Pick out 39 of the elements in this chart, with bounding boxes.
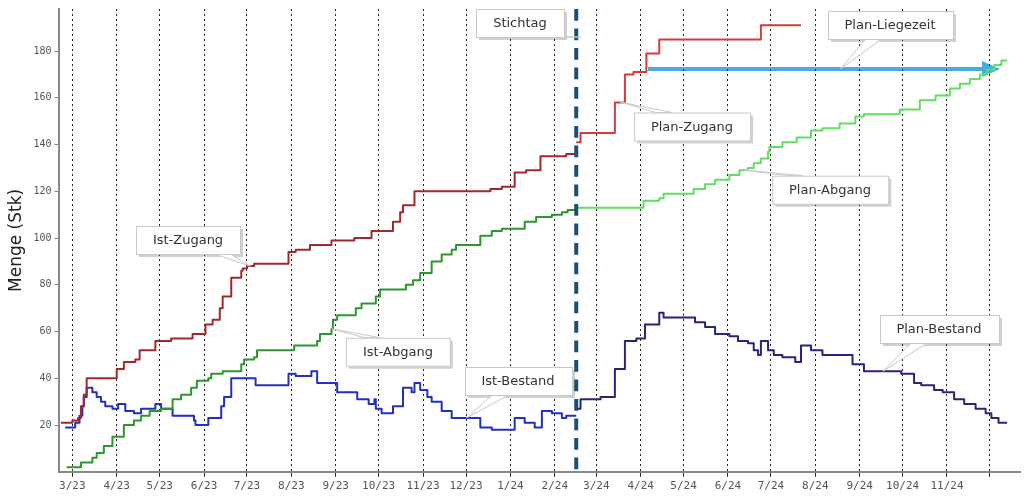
x-tick-label: 5/24 bbox=[670, 479, 698, 493]
text: Plan-Bestand bbox=[879, 315, 999, 343]
y-tick-label: 140 bbox=[33, 138, 52, 150]
x-tick-label: 9/23 bbox=[322, 479, 349, 493]
x-tick-label: 8/23 bbox=[278, 479, 305, 493]
x-tick-label: 10/24 bbox=[886, 479, 920, 493]
y-axis-title: Menge (Stk) bbox=[4, 188, 25, 292]
text: Plan-Abgang bbox=[771, 175, 888, 204]
annotation: Plan-Liegezeit bbox=[827, 11, 953, 39]
ref-line-label: Stichtag bbox=[476, 9, 564, 37]
x-tick-label: 3/24 bbox=[583, 479, 610, 493]
x-tick-label: 7/24 bbox=[757, 479, 785, 493]
y-tick-label: 120 bbox=[33, 184, 52, 196]
x-tick-label: 2/24 bbox=[541, 479, 569, 493]
x-tick-label: 12/23 bbox=[449, 479, 483, 493]
text: Ist-Abgang bbox=[345, 337, 450, 366]
y-tick-label: 60 bbox=[39, 325, 52, 337]
x-tick-label: 5/23 bbox=[146, 479, 173, 493]
y-tick-label: 160 bbox=[33, 91, 52, 103]
y-tick-label: 100 bbox=[33, 231, 52, 243]
y-tick-label: 180 bbox=[33, 44, 52, 56]
x-tick-label: 9/24 bbox=[846, 479, 874, 493]
y-tick-label: 20 bbox=[39, 418, 52, 430]
x-tick-label: 4/23 bbox=[103, 479, 130, 493]
x-tick-label: 8/24 bbox=[802, 479, 829, 493]
x-tick-label: 10/23 bbox=[362, 479, 396, 493]
x-tick-label: 11/23 bbox=[406, 479, 440, 493]
x-tick-label: 6/24 bbox=[714, 479, 742, 493]
y-tick-label: 40 bbox=[39, 371, 52, 383]
x-tick-label: 1/24 bbox=[497, 479, 524, 493]
x-tick-label: 4/24 bbox=[627, 479, 655, 493]
text: Plan-Zugang bbox=[633, 112, 750, 141]
y-tick-label: 80 bbox=[39, 278, 52, 290]
x-tick-label: 11/24 bbox=[930, 479, 964, 493]
x-tick-label: 6/23 bbox=[190, 479, 218, 493]
series-label: Ist-Bestand bbox=[464, 367, 572, 395]
text: Ist-Zugang bbox=[136, 226, 240, 254]
x-tick-label: 7/23 bbox=[233, 479, 261, 493]
x-tick-label: 3/23 bbox=[59, 479, 86, 493]
